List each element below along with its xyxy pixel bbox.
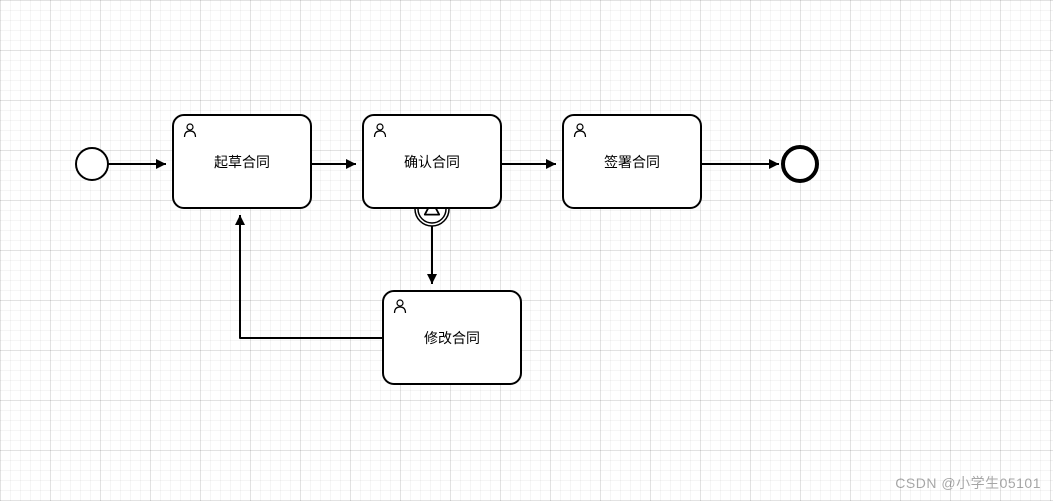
task-label: 签署合同	[604, 152, 660, 172]
start-event[interactable]	[76, 148, 108, 180]
end-event[interactable]	[783, 147, 817, 181]
user-task-modify[interactable]: 修改合同	[382, 290, 522, 385]
task-label: 起草合同	[214, 152, 270, 172]
user-icon	[372, 122, 388, 138]
task-label: 修改合同	[424, 328, 480, 348]
user-icon	[392, 298, 408, 314]
user-task-confirm[interactable]: 确认合同	[362, 114, 502, 209]
user-icon	[182, 122, 198, 138]
task-label: 确认合同	[404, 152, 460, 172]
diagram-svg	[0, 0, 1053, 501]
user-task-draft[interactable]: 起草合同	[172, 114, 312, 209]
user-task-sign[interactable]: 签署合同	[562, 114, 702, 209]
watermark: CSDN @小学生05101	[895, 473, 1041, 493]
bpmn-canvas: 起草合同 确认合同 签署合同 修改合同 CSDN @小学生05101	[0, 0, 1053, 501]
user-icon	[572, 122, 588, 138]
